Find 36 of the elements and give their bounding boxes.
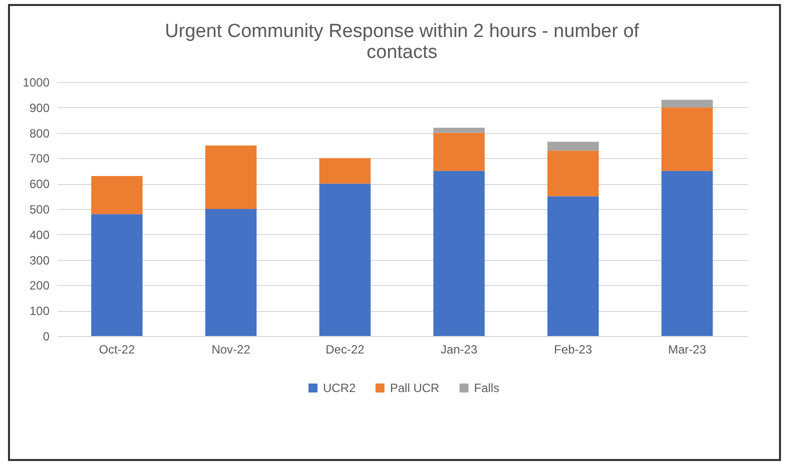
bar (661, 107, 713, 171)
legend-label: Pall UCR (390, 381, 440, 395)
y-tick-label: 400 (29, 228, 50, 242)
x-tick-label: Jan-23 (440, 342, 478, 356)
y-tick-label: 900 (29, 100, 50, 115)
x-tick-label: Nov-22 (212, 342, 251, 356)
bar (205, 209, 257, 336)
bar (661, 100, 713, 108)
legend-label: UCR2 (323, 381, 356, 395)
bar (547, 142, 599, 151)
bar (547, 196, 599, 336)
y-tick-label: 500 (29, 202, 50, 216)
y-tick-label: 800 (29, 126, 50, 140)
y-tick-label: 600 (29, 177, 50, 192)
y-tick-label: 1000 (22, 76, 50, 90)
y-tick-label: 0 (42, 330, 50, 344)
bar (205, 146, 257, 209)
x-tick-label: Mar-23 (668, 342, 706, 356)
x-tick-label: Oct-22 (98, 342, 136, 356)
bar (433, 128, 485, 133)
bar (433, 170, 485, 336)
bar (433, 132, 485, 171)
chart-title: Urgent Community Response within 2 hours - number of contacts (164, 21, 640, 63)
y-tick-label: 300 (29, 253, 50, 268)
bar (547, 150, 599, 196)
bar (319, 184, 371, 336)
legend-label: Falls (474, 381, 500, 395)
bar (91, 176, 143, 214)
bar (661, 170, 713, 336)
y-tick-label: 700 (29, 152, 50, 166)
y-tick-label: 200 (29, 278, 50, 293)
bar (319, 158, 371, 184)
x-tick-label: Feb-23 (554, 342, 592, 356)
y-tick-label: 100 (29, 304, 50, 318)
bar (91, 214, 143, 336)
x-tick-label: Dec-22 (326, 342, 365, 356)
